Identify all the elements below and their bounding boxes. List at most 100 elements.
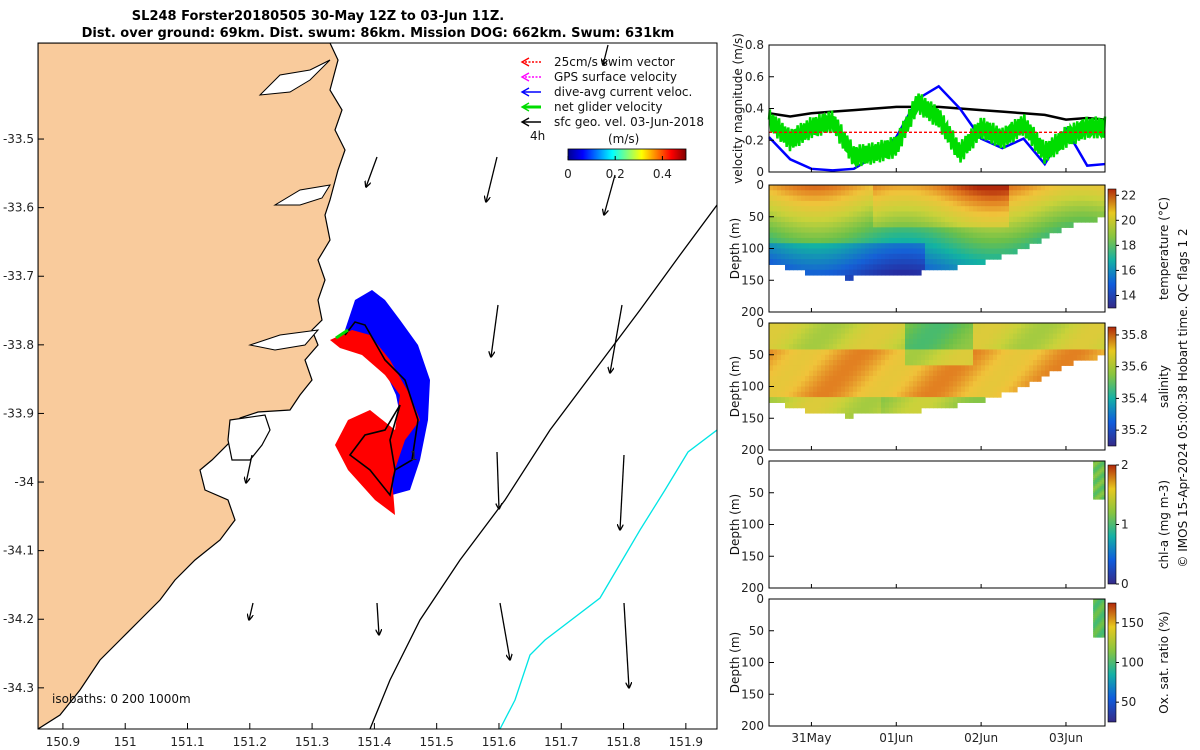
section-cell: [797, 200, 802, 207]
section-cell: [1057, 227, 1062, 234]
section-cell: [1093, 612, 1097, 615]
section-cell: [1077, 190, 1082, 197]
section-cell: [853, 333, 858, 340]
section-cell: [1093, 631, 1097, 634]
section-cell: [1101, 472, 1105, 475]
section-cell: [865, 227, 870, 234]
section-cell: [781, 190, 786, 197]
section-cell: [769, 391, 774, 398]
section-cell: [1041, 200, 1046, 207]
section-cell: [949, 333, 954, 340]
section-cell: [1093, 600, 1097, 604]
section-cell: [901, 269, 906, 276]
section-cell: [1095, 599, 1099, 602]
section-cell: [1085, 323, 1090, 329]
section-cell: [897, 338, 902, 345]
section-cell: [1097, 461, 1101, 464]
section-cell: [901, 370, 906, 377]
panel-colorbar-tick-label: 2: [1121, 458, 1129, 472]
section-cell: [993, 222, 998, 228]
section-cell: [901, 195, 906, 202]
section-cell: [877, 381, 882, 388]
section-cell: [861, 333, 866, 340]
section-cell: [1097, 625, 1101, 629]
section-cell: [913, 333, 918, 340]
section-cell: [925, 264, 930, 271]
section-cell: [917, 391, 922, 398]
section-cell: [953, 264, 958, 271]
section-cell: [1099, 481, 1103, 485]
section-cell: [1099, 461, 1103, 464]
section-cell: [921, 391, 926, 398]
section-cell: [805, 338, 810, 345]
section-cell: [965, 248, 970, 255]
section-cell: [1025, 349, 1030, 356]
section-cell: [781, 253, 786, 260]
section-cell: [1009, 354, 1014, 361]
section-cell: [837, 232, 842, 239]
section-cell: [889, 397, 894, 403]
section-cell: [1097, 200, 1102, 207]
section-cell: [929, 391, 934, 398]
section-cell: [801, 259, 806, 265]
section-cell: [809, 354, 814, 361]
section-cell: [853, 360, 858, 366]
section-cell: [825, 269, 830, 276]
section-cell: [913, 232, 918, 239]
section-cell: [965, 227, 970, 234]
section-cell: [833, 365, 838, 372]
section-cell: [1093, 478, 1097, 481]
section-cell: [813, 407, 818, 414]
section-cell: [1041, 328, 1046, 335]
section-cell: [1097, 631, 1101, 634]
section-cell: [805, 365, 810, 372]
segment-label: 1: [410, 449, 418, 463]
section-cell: [905, 264, 910, 271]
legend-label: sfc geo. vel. 03-Jun-2018: [554, 115, 704, 129]
section-cell: [1017, 216, 1022, 223]
section-cell: [925, 222, 930, 228]
section-cell: [877, 333, 882, 340]
section-cell: [949, 338, 954, 345]
section-cell: [1037, 375, 1042, 382]
section-cell: [929, 349, 934, 356]
section-cell: [949, 264, 954, 271]
section-cell: [885, 328, 890, 335]
section-cell: [873, 360, 878, 366]
section-cell: [849, 397, 854, 403]
section-cell: [777, 370, 782, 377]
section-cell: [1021, 237, 1026, 244]
section-cell: [901, 190, 906, 197]
section-cell: [1005, 333, 1010, 340]
section-cell: [905, 397, 910, 403]
section-cell: [857, 253, 862, 260]
geo-velocity-arrow: [486, 156, 498, 202]
section-cell: [921, 323, 926, 329]
section-cell: [1069, 206, 1074, 213]
section-cell: [1021, 185, 1026, 191]
section-cell: [789, 360, 794, 366]
section-cell: [773, 195, 778, 202]
section-cell: [865, 269, 870, 276]
section-cell: [1095, 602, 1099, 606]
section-cell: [1081, 338, 1086, 345]
section-cell: [821, 349, 826, 356]
section-cell: [813, 243, 818, 250]
section-cell: [953, 222, 958, 228]
section-cell: [877, 232, 882, 239]
section-cell: [861, 391, 866, 398]
section-cell: [1013, 333, 1018, 340]
section-cell: [809, 323, 814, 329]
section-cell: [1017, 227, 1022, 234]
section-cell: [833, 344, 838, 351]
section-cell: [1017, 185, 1022, 191]
section-cell: [857, 237, 862, 244]
section-cell: [1053, 349, 1058, 356]
section-cell: [909, 338, 914, 345]
lat-tick-label: -33.7: [3, 269, 34, 283]
section-cell: [969, 328, 974, 335]
section-cell: [989, 375, 994, 382]
section-cell: [1037, 206, 1042, 213]
section-cell: [813, 328, 818, 335]
glider-path: [344, 321, 419, 497]
